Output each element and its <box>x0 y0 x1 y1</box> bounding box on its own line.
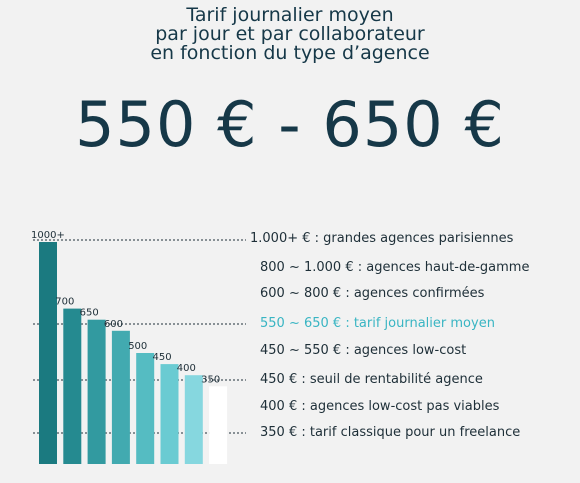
title-line-1: Tarif journalier moyen <box>186 4 394 26</box>
bar-400 <box>184 375 203 464</box>
bar-label-400: 400 <box>177 363 196 374</box>
bar-650 <box>87 319 106 464</box>
bar-350 <box>209 386 228 464</box>
chart-title: Tarif journalier moyen par jour et par c… <box>0 6 580 63</box>
bar-1000+ <box>39 242 57 464</box>
bar-label-1000+: 1000+ <box>31 230 65 241</box>
bar-500 <box>136 353 155 464</box>
title-line-2: par jour et par collaborateur <box>155 23 425 45</box>
bar-label-650: 650 <box>80 308 99 319</box>
bar-label-600: 600 <box>104 319 123 330</box>
bar-label-350: 350 <box>201 374 220 385</box>
bar-label-450: 450 <box>153 352 172 363</box>
bar-label-500: 500 <box>128 341 147 352</box>
bar-700 <box>63 308 82 464</box>
headline-range: 550 € - 650 € <box>75 88 505 161</box>
bar-600 <box>111 330 130 464</box>
title-line-3: en fonction du type d’agence <box>150 42 430 64</box>
bar-label-700: 700 <box>55 297 74 308</box>
bar-450 <box>160 364 179 464</box>
